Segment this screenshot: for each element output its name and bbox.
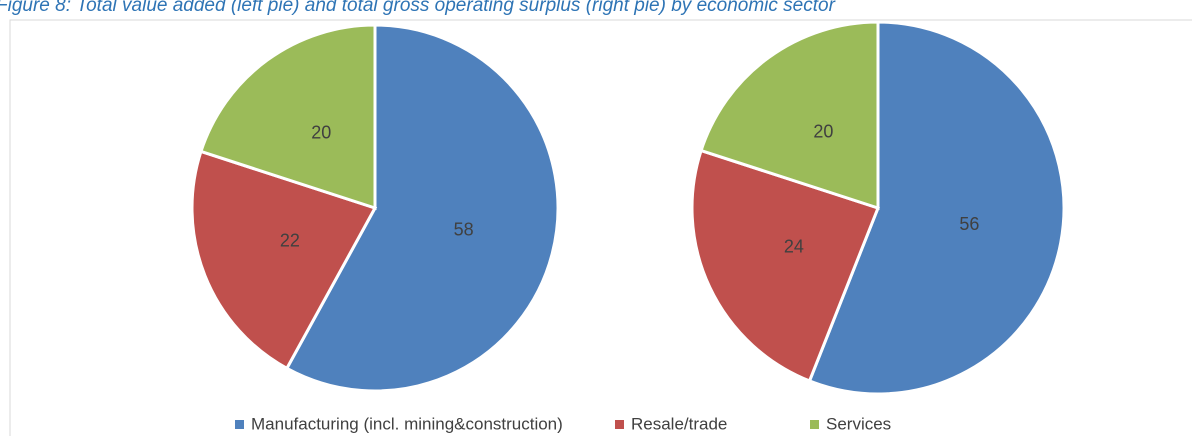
pie-slice	[690, 148, 880, 383]
pie-slice	[699, 20, 880, 211]
data-label: 22	[280, 230, 300, 250]
legend-label: Services	[826, 414, 891, 433]
pie-slice	[190, 149, 378, 371]
legend-label: Resale/trade	[631, 414, 727, 433]
legend-marker	[235, 420, 244, 429]
data-label: 20	[311, 123, 331, 143]
legend-marker	[810, 420, 819, 429]
chart-title: Figure 8: Total value added (left pie) a…	[0, 0, 836, 16]
legend-marker	[615, 420, 624, 429]
pie-slice	[199, 23, 377, 211]
data-label: 56	[959, 214, 979, 234]
pie-slice	[807, 20, 1066, 396]
data-label: 24	[784, 236, 804, 256]
chart-frame	[9, 19, 1192, 436]
data-label: 20	[813, 122, 833, 142]
pie-slice	[284, 23, 560, 393]
legend-label: Manufacturing (incl. mining&construction…	[251, 414, 563, 433]
data-label: 58	[454, 220, 474, 240]
